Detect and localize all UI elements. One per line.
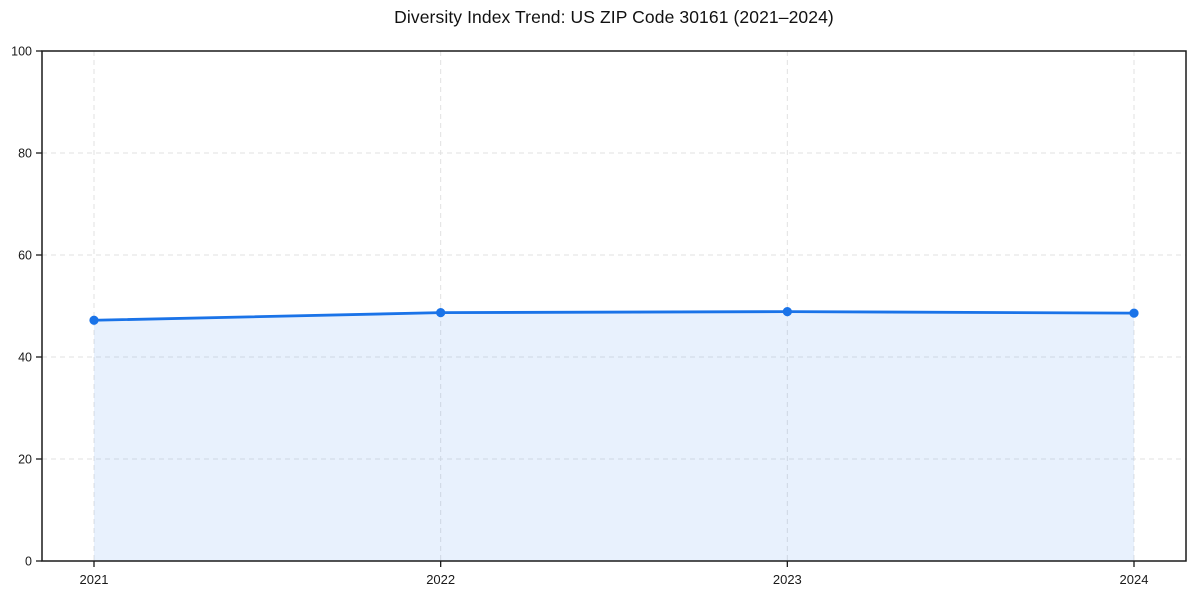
chart-plot-area: 0 20 40 60 80 100 2021 2022 2023 2024 <box>11 45 1187 587</box>
series-data-point <box>782 307 792 317</box>
series-data-point <box>1129 308 1139 318</box>
y-axis-tick-label: 20 <box>18 453 32 467</box>
y-axis-tick-label: 0 <box>25 555 32 569</box>
y-axis-tick-label: 60 <box>18 249 32 263</box>
y-axis-tick-label: 100 <box>11 45 32 59</box>
x-axis-tick-label: 2021 <box>80 572 109 587</box>
x-axis-tick-label: 2024 <box>1120 572 1149 587</box>
y-axis-tick-label: 80 <box>18 147 32 161</box>
series-data-point <box>89 315 99 325</box>
x-axis-tick-label: 2022 <box>426 572 455 587</box>
series-data-point <box>436 308 446 318</box>
y-axis-tick-label: 40 <box>18 351 32 365</box>
axes-frame <box>41 50 1187 562</box>
series-line <box>92 310 1136 322</box>
chart-title: Diversity Index Trend: US ZIP Code 30161… <box>394 7 834 27</box>
series-area-fill <box>94 311 1134 561</box>
x-axis-tick-label: 2023 <box>773 572 802 587</box>
